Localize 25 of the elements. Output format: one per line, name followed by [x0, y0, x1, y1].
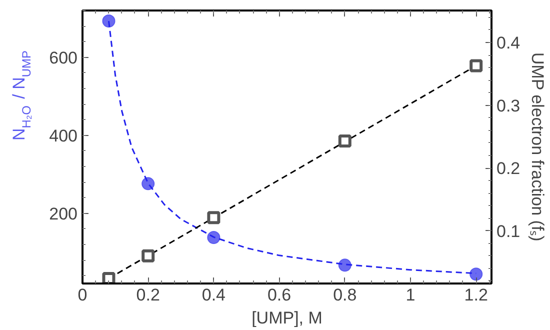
point: [102, 272, 116, 284]
x-tick-label: 1.2: [464, 286, 488, 304]
y-tick-label: 600: [49, 48, 78, 68]
point: [338, 134, 352, 148]
y-axis-title: NH₂O / NUMP: [10, 50, 34, 141]
y2-tick-label: 0.2: [496, 159, 520, 178]
x-tick-label: 0.2: [136, 286, 160, 304]
x-tick-label: 1: [406, 286, 416, 304]
point: [142, 249, 155, 262]
x-tick-label: 0: [78, 286, 88, 304]
x-axis-title: [UMP], M: [252, 308, 322, 328]
y2-tick-label: 0.4: [496, 34, 520, 53]
point: [207, 211, 220, 224]
y2-axis-title: UMP electron fraction (fₛ): [528, 52, 548, 242]
y-tick-label: 400: [49, 126, 78, 146]
x-tick-label: 0.4: [202, 286, 226, 304]
x-tick-label: 0.6: [267, 286, 292, 304]
x-tick-label: 0.8: [333, 286, 357, 304]
point: [470, 268, 483, 281]
y2-tick-label: 0.1: [496, 222, 520, 241]
point: [207, 230, 220, 244]
y-tick-label: 200: [49, 204, 78, 224]
point: [102, 14, 116, 28]
point: [470, 59, 483, 72]
y2-tick-label: 0.3: [496, 96, 520, 116]
